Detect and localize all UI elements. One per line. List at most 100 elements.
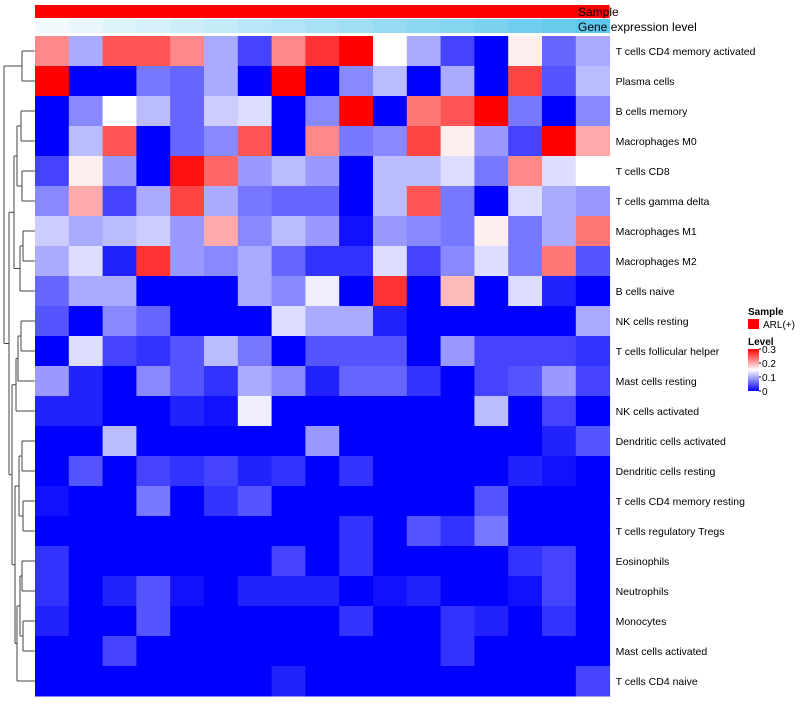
- expression-cell: [102, 19, 137, 33]
- heatmap-cell: [136, 306, 171, 337]
- heatmap-cell: [136, 96, 171, 127]
- heatmap-cell: [237, 426, 273, 457]
- heatmap-cell: [373, 636, 408, 667]
- heatmap-cell: [102, 636, 137, 667]
- heatmap-cell: [406, 606, 442, 637]
- heatmap-cell: [68, 306, 104, 337]
- heatmap-cell: [35, 186, 70, 217]
- heatmap-cell: [35, 66, 70, 97]
- row-label: B cells memory: [616, 106, 689, 118]
- heatmap-cell: [575, 636, 611, 667]
- heatmap-cell: [474, 546, 509, 577]
- heatmap-cell: [271, 246, 306, 277]
- heatmap-cell: [102, 126, 137, 157]
- heatmap-cell: [305, 156, 340, 187]
- heatmap-cell: [68, 186, 104, 217]
- heatmap-cell: [102, 246, 137, 277]
- heatmap-cell: [136, 426, 171, 457]
- heatmap-cell: [102, 36, 137, 67]
- heatmap-cell: [542, 306, 577, 337]
- heatmap-cell: [474, 336, 509, 367]
- heatmap-cell: [542, 66, 577, 97]
- heatmap-cell: [68, 336, 104, 367]
- heatmap-cell: [136, 186, 171, 217]
- heatmap-cell: [102, 576, 137, 607]
- heatmap-cell: [406, 216, 442, 247]
- heatmap-cell: [542, 216, 577, 247]
- expression-annotation-track: [35, 19, 611, 33]
- row-label: B cells naive: [616, 286, 675, 298]
- heatmap-cell: [35, 366, 70, 397]
- heatmap-cell: [170, 666, 205, 697]
- heatmap-cell: [373, 156, 408, 187]
- heatmap-cell: [204, 126, 239, 157]
- heatmap-cell: [204, 246, 239, 277]
- heatmap-cell: [339, 156, 374, 187]
- heatmap-cell: [170, 96, 205, 127]
- heatmap-cell: [406, 156, 442, 187]
- heatmap-cell: [237, 546, 273, 577]
- heatmap-cell: [508, 66, 543, 97]
- legend-level-title: Level: [748, 337, 774, 348]
- heatmap-cell: [204, 276, 239, 307]
- heatmap-cell: [474, 246, 509, 277]
- heatmap-cell: [68, 486, 104, 517]
- heatmap-cell: [373, 366, 408, 397]
- heatmap-cell: [204, 366, 239, 397]
- heatmap-cell: [102, 516, 137, 547]
- heatmap-cell: [136, 546, 171, 577]
- heatmap-cell: [373, 306, 408, 337]
- heatmap-cell: [204, 576, 239, 607]
- heatmap-cell: [440, 126, 475, 157]
- heatmap-cell: [542, 366, 577, 397]
- heatmap-cell: [136, 66, 171, 97]
- heatmap-cell: [440, 456, 475, 487]
- heatmap-cell: [136, 246, 171, 277]
- heatmap-cell: [136, 366, 171, 397]
- heatmap-cell: [575, 396, 611, 427]
- heatmap-cell: [575, 276, 611, 307]
- heatmap-cell: [474, 216, 509, 247]
- heatmap-cell: [170, 396, 205, 427]
- heatmap-cell: [35, 156, 70, 187]
- heatmap-cell: [237, 366, 273, 397]
- heatmap-cell: [373, 246, 408, 277]
- heatmap-cell: [542, 606, 577, 637]
- heatmap-cell: [406, 276, 442, 307]
- heatmap-cell: [575, 546, 611, 577]
- heatmap-cell: [102, 96, 137, 127]
- legend-sample-title: Sample: [748, 307, 784, 318]
- expression-cell: [339, 19, 374, 33]
- row-label: T cells CD4 memory activated: [616, 46, 756, 58]
- heatmap-cell: [170, 156, 205, 187]
- heatmap-cell: [575, 186, 611, 217]
- heatmap-cell: [136, 636, 171, 667]
- heatmap-cell: [440, 36, 475, 67]
- heatmap-cell: [373, 216, 408, 247]
- sample-annotation-track: [35, 5, 610, 18]
- row-label: Eosinophils: [616, 556, 670, 568]
- heatmap-cell: [508, 36, 543, 67]
- heatmap-cell: [339, 306, 374, 337]
- expression-cell: [305, 19, 340, 33]
- heatmap-cell: [237, 336, 273, 367]
- heatmap-cell: [35, 276, 70, 307]
- heatmap-cell: [440, 66, 475, 97]
- heatmap-cell: [305, 306, 340, 337]
- heatmap-cell: [542, 186, 577, 217]
- heatmap-cell: [271, 126, 306, 157]
- heatmap-cell: [305, 276, 340, 307]
- heatmap-cell: [575, 66, 611, 97]
- heatmap-cell: [237, 606, 273, 637]
- heatmap-cell: [237, 216, 273, 247]
- heatmap-cell: [136, 516, 171, 547]
- heatmap-cell: [305, 516, 340, 547]
- heatmap-cell: [68, 96, 104, 127]
- heatmap-cell: [305, 546, 340, 577]
- heatmap-cell: [271, 276, 306, 307]
- heatmap-cell: [508, 96, 543, 127]
- heatmap-cell: [474, 456, 509, 487]
- heatmap-cell: [35, 636, 70, 667]
- heatmap-cell: [204, 486, 239, 517]
- heatmap-cell: [542, 486, 577, 517]
